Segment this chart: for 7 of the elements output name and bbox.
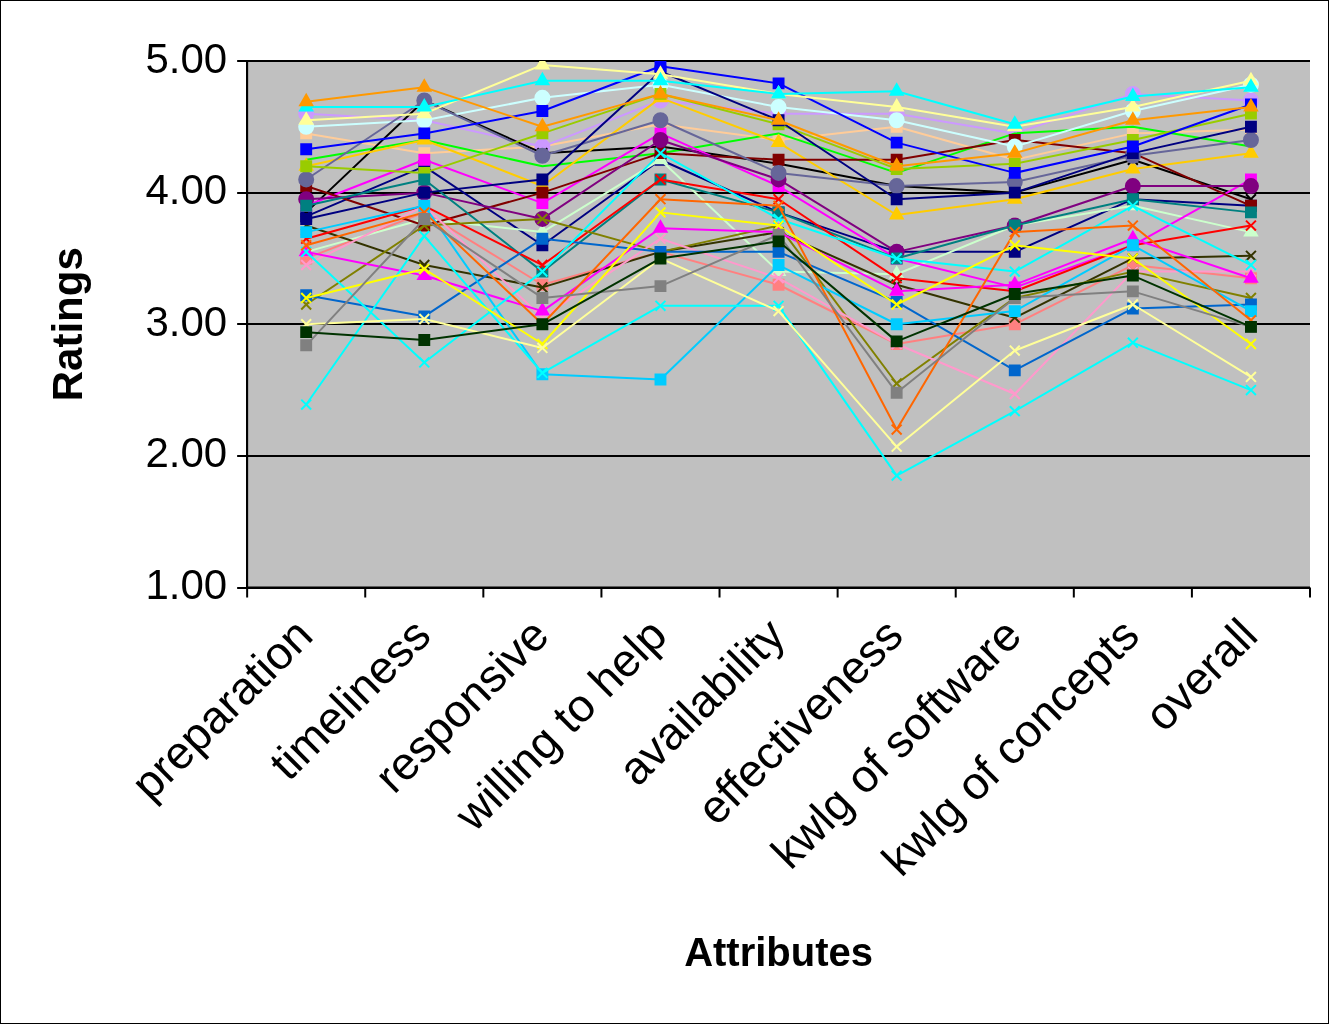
y-tick-label: 1.00 — [145, 561, 228, 609]
y-axis-title: Ratings — [43, 247, 91, 402]
y-tick-label: 2.00 — [145, 429, 228, 477]
x-axis-title: Attributes — [684, 930, 874, 975]
y-tick-label: 5.00 — [145, 34, 228, 82]
y-tick-label: 3.00 — [145, 297, 228, 345]
y-tick-label: 4.00 — [145, 166, 228, 214]
